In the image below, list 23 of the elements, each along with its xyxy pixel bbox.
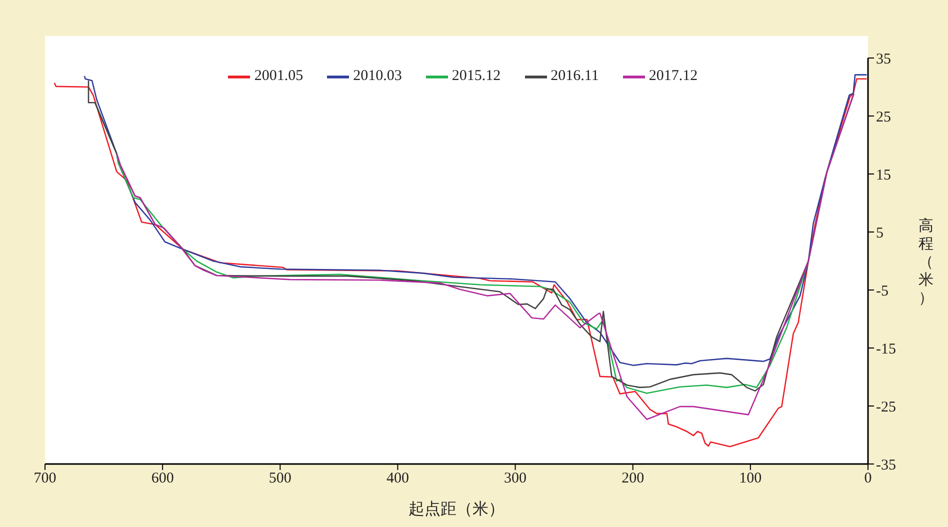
y-axis-title: 高程（米） [918, 217, 934, 306]
legend-label: 2010.03 [353, 68, 402, 84]
y-tick-label: -35 [876, 457, 896, 474]
y-tick-label: -15 [876, 341, 896, 358]
legend-label: 2017.12 [648, 68, 698, 84]
x-tick-label: 700 [34, 470, 56, 487]
y-tick-label: -5 [876, 283, 888, 300]
x-tick-label: 300 [504, 470, 527, 487]
x-tick-label: 0 [864, 470, 872, 487]
x-axis-title: 起点距（米） [408, 500, 504, 518]
x-tick-label: 400 [386, 470, 409, 487]
x-tick-label: 500 [268, 470, 292, 487]
y-tick-label: -25 [876, 399, 896, 416]
y-tick-label: 15 [876, 167, 891, 184]
legend-label: 2001.05 [254, 68, 304, 84]
y-tick-label: 35 [876, 51, 891, 68]
x-tick-label: 100 [739, 470, 762, 487]
x-tick-label: 200 [622, 470, 644, 487]
y-tick-label: 5 [876, 225, 884, 242]
legend-label: 2015.12 [452, 68, 501, 84]
legend-label: 2016.11 [550, 68, 599, 84]
y-tick-label: 25 [876, 109, 891, 126]
x-tick-label: 600 [151, 470, 174, 487]
